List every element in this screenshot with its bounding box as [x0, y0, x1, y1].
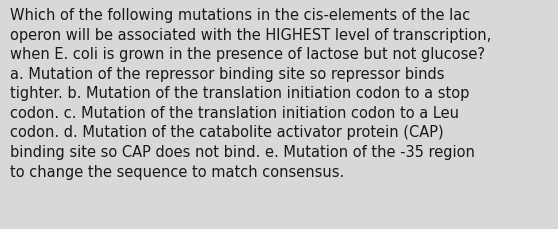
- Text: Which of the following mutations in the cis-elements of the lac
operon will be a: Which of the following mutations in the …: [10, 8, 491, 179]
